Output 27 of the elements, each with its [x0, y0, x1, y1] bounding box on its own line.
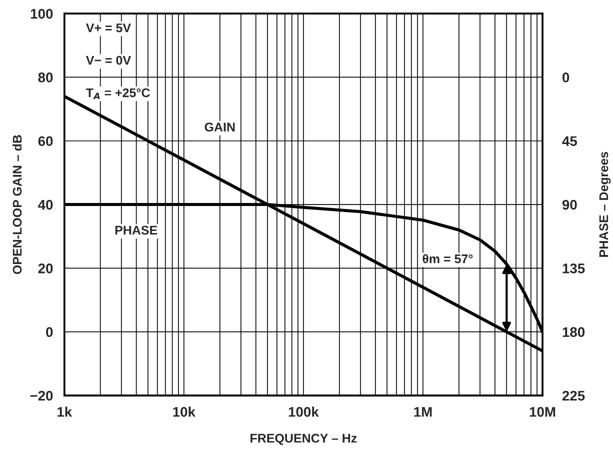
x-tick-label: 1M: [414, 407, 432, 417]
y-tick-label: 80: [38, 72, 53, 82]
y2-tick-label: 180: [562, 327, 585, 338]
y2-tick-label: 135: [562, 264, 585, 274]
y2-tick-label: 0: [562, 72, 570, 82]
annotation: V− = 0V: [86, 56, 131, 65]
annotation: V+ = 5V: [86, 24, 131, 32]
annotation: GAIN: [204, 122, 235, 132]
y2-tick-label: 225: [562, 390, 585, 401]
x-axis-title: FREQUENCY – Hz: [250, 434, 357, 445]
y-tick-label: 40: [38, 200, 53, 210]
y-tick-label: 60: [38, 136, 53, 146]
annotation: θm = 57°: [422, 254, 473, 264]
y-axis-title: OPEN-LOOP GAIN – dB: [12, 135, 22, 274]
y-tick-label: 100: [30, 8, 53, 19]
annotation: PHASE: [115, 226, 158, 235]
annotation: T$_{A}$ = +25°C: [86, 88, 150, 100]
y-tick-label: −20: [30, 390, 53, 401]
y-tick-label: 20: [38, 264, 53, 274]
y2-axis-title: PHASE – Degrees: [599, 152, 611, 257]
y2-tick-label: 90: [562, 200, 577, 210]
x-tick-label: 10k: [173, 406, 196, 417]
y2-tick-label: 45: [562, 136, 578, 146]
x-tick-label: 1k: [58, 406, 72, 417]
x-tick-label: 10M: [530, 406, 556, 417]
y-tick-label: 0: [46, 327, 53, 338]
x-tick-label: 100k: [288, 406, 319, 417]
